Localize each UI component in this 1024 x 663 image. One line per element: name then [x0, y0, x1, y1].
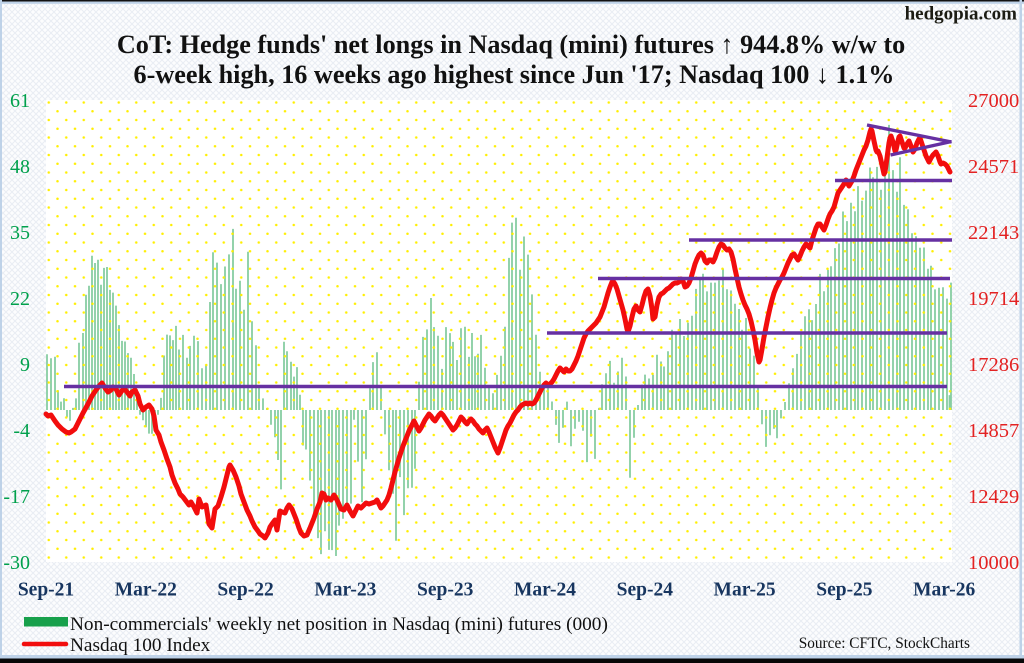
- svg-text:Mar-26: Mar-26: [913, 580, 975, 601]
- svg-text:Sep-22: Sep-22: [217, 580, 273, 601]
- svg-text:Mar-25: Mar-25: [714, 580, 776, 601]
- svg-text:48: 48: [10, 156, 30, 178]
- svg-text:CoT: Hedge funds' net longs in: CoT: Hedge funds' net longs in Nasdaq (m…: [117, 30, 905, 59]
- svg-text:Mar-23: Mar-23: [314, 580, 376, 601]
- svg-text:Sep-23: Sep-23: [417, 580, 474, 601]
- svg-text:61: 61: [10, 90, 30, 112]
- svg-text:hedgopia.com: hedgopia.com: [905, 4, 1018, 25]
- svg-text:-30: -30: [3, 552, 30, 574]
- svg-text:Mar-24: Mar-24: [514, 580, 576, 601]
- svg-text:22: 22: [10, 288, 30, 310]
- svg-text:10000: 10000: [968, 552, 1019, 574]
- svg-text:24571: 24571: [968, 156, 1019, 178]
- svg-text:Sep-21: Sep-21: [18, 580, 74, 601]
- svg-text:9: 9: [20, 354, 30, 376]
- svg-text:-17: -17: [3, 486, 30, 508]
- svg-text:22143: 22143: [968, 222, 1019, 244]
- svg-text:Source: CFTC, StockCharts: Source: CFTC, StockCharts: [799, 635, 970, 652]
- svg-text:Nasdaq 100 Index: Nasdaq 100 Index: [70, 635, 211, 656]
- svg-text:Mar-22: Mar-22: [115, 580, 177, 601]
- svg-text:Non-commercials' weekly net po: Non-commercials' weekly net position in …: [70, 614, 608, 635]
- svg-text:12429: 12429: [968, 486, 1019, 508]
- svg-text:35: 35: [10, 222, 30, 244]
- svg-text:19714: 19714: [968, 288, 1019, 310]
- svg-text:-4: -4: [13, 420, 30, 442]
- svg-text:14857: 14857: [968, 420, 1019, 442]
- svg-text:6-week high, 16 weeks ago high: 6-week high, 16 weeks ago highest since …: [134, 60, 895, 89]
- svg-text:Sep-24: Sep-24: [617, 580, 674, 601]
- svg-text:17286: 17286: [968, 354, 1019, 376]
- svg-text:27000: 27000: [968, 90, 1019, 112]
- svg-text:Sep-25: Sep-25: [816, 580, 873, 601]
